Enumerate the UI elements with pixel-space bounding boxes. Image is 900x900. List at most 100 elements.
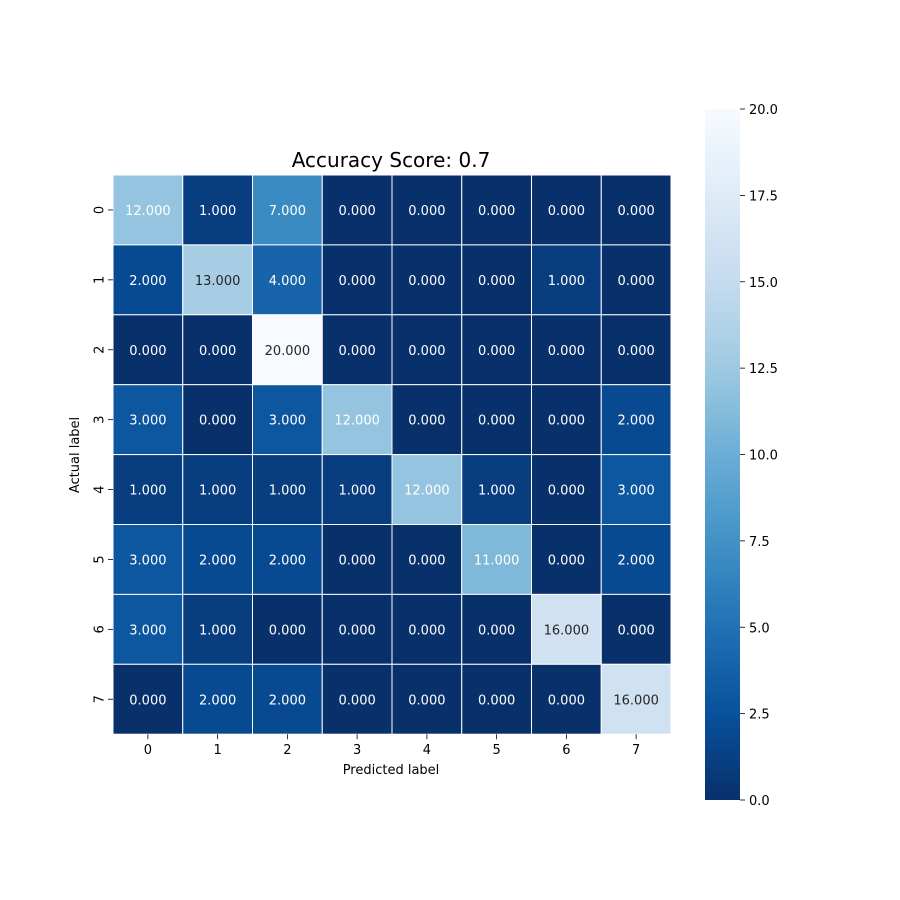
x-tick-label: 6 bbox=[562, 743, 570, 758]
cell-value-label: 16.000 bbox=[544, 623, 590, 638]
cell-value-label: 20.000 bbox=[265, 344, 311, 359]
cell-value-label: 0.000 bbox=[478, 204, 515, 219]
cell-value-label: 0.000 bbox=[478, 344, 515, 359]
colorbar-gradient bbox=[705, 109, 740, 800]
cell-value-label: 0.000 bbox=[408, 344, 445, 359]
cell-value-label: 0.000 bbox=[548, 414, 585, 429]
y-tick-label: 4 bbox=[93, 485, 108, 493]
y-tick-label: 1 bbox=[93, 276, 108, 284]
cell-value-label: 4.000 bbox=[269, 274, 306, 289]
cell-value-label: 0.000 bbox=[129, 344, 166, 359]
heatmap-cell bbox=[461, 593, 532, 665]
colorbar-tick-label: 0.0 bbox=[749, 794, 770, 809]
heatmap-cell bbox=[600, 593, 672, 665]
cell-value-label: 1.000 bbox=[269, 484, 306, 499]
cell-value-label: 1.000 bbox=[129, 484, 166, 499]
colorbar-tick-label: 5.0 bbox=[749, 621, 770, 636]
y-tick-label: 2 bbox=[93, 346, 108, 354]
heatmap-cell bbox=[391, 593, 463, 665]
cell-value-label: 0.000 bbox=[339, 344, 376, 359]
cell-value-label: 0.000 bbox=[408, 623, 445, 638]
cell-value-label: 0.000 bbox=[129, 693, 166, 708]
colorbar: 0.0 2.5 5.0 7.5 10.0 12.5 15.0 17.5 20.0 bbox=[705, 103, 778, 809]
cell-value-label: 0.000 bbox=[618, 274, 655, 289]
x-tick-label: 5 bbox=[492, 743, 500, 758]
colorbar-tick-label: 12.5 bbox=[749, 362, 778, 377]
cell-value-label: 0.000 bbox=[408, 204, 445, 219]
heatmap-cell bbox=[321, 244, 393, 316]
cell-value-label: 12.000 bbox=[334, 414, 380, 429]
heatmap-cell bbox=[531, 384, 602, 456]
y-tick-label: 0 bbox=[93, 206, 108, 214]
heatmap-cell bbox=[391, 384, 463, 456]
cell-value-label: 0.000 bbox=[408, 693, 445, 708]
heatmap-cell bbox=[600, 244, 672, 316]
cell-value-label: 1.000 bbox=[199, 484, 236, 499]
chart-title: Accuracy Score: 0.7 bbox=[292, 148, 491, 172]
y-tick-label: 3 bbox=[93, 416, 108, 424]
heatmap-cell bbox=[112, 174, 184, 246]
y-axis-ticks: 0 1 2 3 4 5 6 7 bbox=[93, 206, 113, 703]
heatmap-cell bbox=[391, 663, 463, 735]
cell-value-label: 16.000 bbox=[613, 693, 659, 708]
cell-value-label: 0.000 bbox=[269, 623, 306, 638]
cell-value-label: 0.000 bbox=[408, 414, 445, 429]
cell-value-label: 0.000 bbox=[548, 693, 585, 708]
colorbar-tick-label: 2.5 bbox=[749, 708, 770, 723]
heatmap-cell bbox=[600, 314, 672, 386]
heatmap-cell bbox=[321, 454, 393, 526]
cell-value-label: 3.000 bbox=[618, 484, 655, 499]
heatmap-cell bbox=[461, 454, 532, 526]
cell-value-label: 2.000 bbox=[199, 553, 236, 568]
cell-value-label: 13.000 bbox=[195, 274, 241, 289]
heatmap-cell bbox=[112, 384, 184, 456]
cell-value-label: 0.000 bbox=[548, 204, 585, 219]
cell-value-label: 0.000 bbox=[478, 623, 515, 638]
heatmap-cell bbox=[531, 524, 602, 595]
heatmap-cell bbox=[391, 314, 463, 386]
heatmap-cell bbox=[252, 454, 323, 526]
cell-value-label: 0.000 bbox=[339, 274, 376, 289]
heatmap-cell bbox=[252, 663, 323, 735]
heatmap-cell bbox=[252, 314, 323, 386]
cell-value-label: 0.000 bbox=[478, 414, 515, 429]
heatmap-cell bbox=[531, 593, 602, 665]
cell-value-label: 3.000 bbox=[129, 414, 166, 429]
heatmap-cell bbox=[600, 524, 672, 595]
heatmap-cell bbox=[461, 174, 532, 246]
cell-value-label: 2.000 bbox=[129, 274, 166, 289]
cell-value-label: 0.000 bbox=[339, 693, 376, 708]
cell-value-label: 1.000 bbox=[478, 484, 515, 499]
cell-value-label: 1.000 bbox=[199, 204, 236, 219]
heatmap-cell bbox=[182, 524, 253, 595]
cell-value-label: 12.000 bbox=[404, 484, 450, 499]
cell-value-label: 1.000 bbox=[339, 484, 376, 499]
heatmap-cell bbox=[461, 314, 532, 386]
heatmap-cell bbox=[321, 384, 393, 456]
cell-value-label: 1.000 bbox=[548, 274, 585, 289]
cell-value-label: 0.000 bbox=[199, 414, 236, 429]
x-tick-label: 1 bbox=[213, 743, 221, 758]
cell-value-label: 0.000 bbox=[478, 274, 515, 289]
heatmap-cell bbox=[531, 314, 602, 386]
x-tick-label: 3 bbox=[353, 743, 361, 758]
y-tick-label: 6 bbox=[93, 625, 108, 633]
heatmap-cell bbox=[182, 174, 253, 246]
heatmap-cell bbox=[182, 593, 253, 665]
cell-value-label: 0.000 bbox=[339, 204, 376, 219]
cell-value-label: 3.000 bbox=[129, 553, 166, 568]
cell-value-label: 1.000 bbox=[199, 623, 236, 638]
cell-value-label: 0.000 bbox=[548, 484, 585, 499]
heatmap-cell bbox=[182, 314, 253, 386]
x-tick-label: 2 bbox=[283, 743, 291, 758]
heatmap-cells: 12.000 1.000 7.000 0.000 0.000 0.000 0.000 0.00… bbox=[112, 174, 672, 735]
heatmap-cell bbox=[391, 454, 463, 526]
heatmap-cell bbox=[531, 454, 602, 526]
heatmap-cell bbox=[252, 174, 323, 246]
heatmap-cell bbox=[461, 524, 532, 595]
y-tick-label: 7 bbox=[93, 695, 108, 703]
heatmap-cell bbox=[252, 384, 323, 456]
cell-value-label: 11.000 bbox=[474, 553, 520, 568]
colorbar-ticks: 0.0 2.5 5.0 7.5 10.0 12.5 15.0 17.5 20.0 bbox=[740, 103, 778, 809]
